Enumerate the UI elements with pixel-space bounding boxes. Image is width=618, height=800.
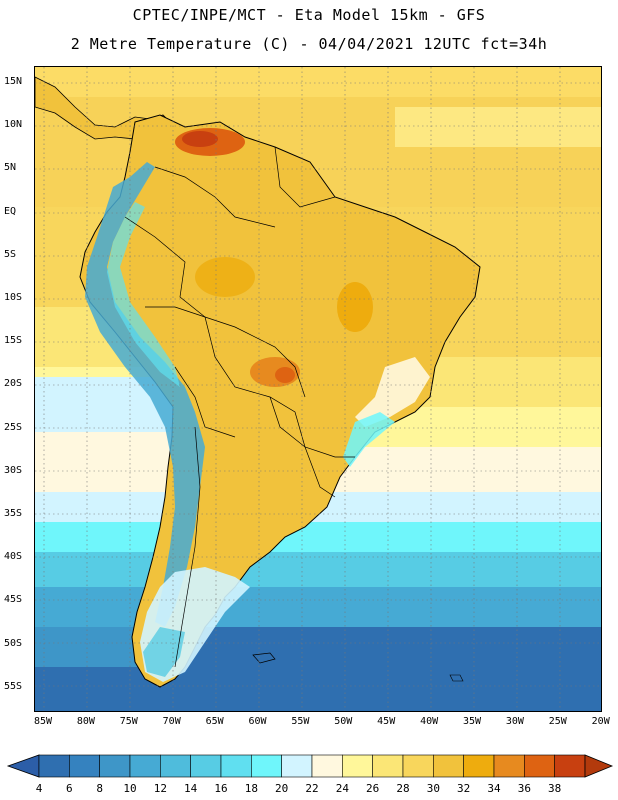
lat-label: 15S xyxy=(4,335,23,347)
ocean-band-cyan xyxy=(35,522,601,552)
lat-label: 20S xyxy=(4,378,23,390)
colorbar-label: 10 xyxy=(123,782,137,795)
colorbar-label: 24 xyxy=(335,782,349,795)
lat-label: 50S xyxy=(4,637,23,649)
colorbar-under-arrow xyxy=(6,754,40,778)
colorbar-swatch xyxy=(372,754,404,778)
lat-label: 30S xyxy=(4,464,23,476)
map-title: CPTEC/INPE/MCT - Eta Model 15km - GFS xyxy=(132,6,486,24)
colorbar-swatch xyxy=(190,754,222,778)
lat-label: 5N xyxy=(4,162,17,174)
lat-label: 40S xyxy=(4,551,23,563)
patagonia-south xyxy=(143,627,185,677)
colorbar-swatch xyxy=(99,754,131,778)
venezuela-hottest-spot xyxy=(182,131,218,147)
lon-label: 60W xyxy=(248,716,267,727)
lat-label: 10S xyxy=(4,292,23,303)
country-borders xyxy=(124,146,355,668)
colorbar-swatch xyxy=(433,754,464,778)
lat-label: 55S xyxy=(4,680,23,692)
temperature-map[interactable] xyxy=(34,66,602,712)
map-canvas xyxy=(35,67,601,711)
colorbar-label: 34 xyxy=(487,782,501,795)
colorbar-label: 4 xyxy=(35,782,43,795)
ocean-band-north xyxy=(35,67,601,97)
colorbar-swatch xyxy=(281,754,313,778)
ocean-band-pacific-cream xyxy=(35,432,175,492)
colorbar-swatch xyxy=(524,754,555,778)
colorbar-label: 36 xyxy=(517,782,531,795)
colorbar-over-arrow xyxy=(584,754,614,778)
lat-label: 5S xyxy=(4,248,17,260)
colorbar-label: 22 xyxy=(305,782,319,795)
lon-label: 35W xyxy=(462,716,482,727)
lon-label: 55W xyxy=(291,716,310,727)
lat-label: 25S xyxy=(4,421,23,433)
colorbar-label: 28 xyxy=(396,782,410,795)
colorbar-swatch xyxy=(160,754,191,778)
map-grid xyxy=(35,67,601,711)
colorbar-label: 30 xyxy=(426,782,440,795)
colorbar-swatch xyxy=(463,754,495,778)
central-hotter-spot xyxy=(275,367,295,383)
colorbar-swatch xyxy=(554,754,586,778)
amazon-warm-spot xyxy=(195,257,255,297)
lon-label: 45W xyxy=(377,716,396,727)
lon-label: 85W xyxy=(33,716,53,727)
lat-label: 10N xyxy=(4,119,23,131)
ocean-band-blue xyxy=(35,587,601,627)
lat-label: 15N xyxy=(4,76,23,87)
colorbar-label: 32 xyxy=(457,782,471,795)
colorbar-label: 8 xyxy=(96,782,103,795)
colorbar-label: 26 xyxy=(366,782,380,795)
southeast-brazil-mild xyxy=(355,357,430,427)
lon-label: 30W xyxy=(505,716,524,727)
colorbar-swatch xyxy=(493,754,525,778)
lon-label: 80W xyxy=(76,716,95,727)
lon-label: 50W xyxy=(334,716,353,727)
colorbar-swatch xyxy=(69,754,100,778)
colorbar-swatch xyxy=(251,754,282,778)
colorbar-label: 18 xyxy=(244,782,258,795)
andes-cold-ridge xyxy=(85,162,205,627)
lat-label: 35S xyxy=(4,508,23,519)
lon-label: 70W xyxy=(162,716,181,727)
colorbar-swatch xyxy=(38,754,70,778)
lon-label: 40W xyxy=(420,716,439,727)
lon-label: 20W xyxy=(591,716,610,727)
colorbar-swatch xyxy=(129,754,161,778)
colorbar xyxy=(6,754,614,778)
colorbar-swatch xyxy=(311,754,343,778)
lat-label: 45S xyxy=(4,594,23,606)
lon-label: 25W xyxy=(548,716,567,727)
lon-label: 65W xyxy=(205,716,224,727)
brazil-warm-spot xyxy=(337,282,373,332)
colorbar-swatch xyxy=(402,754,434,778)
colorbar-label: 38 xyxy=(548,782,562,795)
colorbar-label: 12 xyxy=(153,782,167,795)
colorbar-label: 16 xyxy=(214,782,228,795)
serra-do-mar-cool xyxy=(343,412,395,467)
falkland-islands xyxy=(252,652,276,664)
map-subtitle: 2 Metre Temperature (C) - 04/04/2021 12U… xyxy=(70,35,548,53)
south-georgia-island xyxy=(449,674,464,682)
lat-label: EQ xyxy=(4,205,17,217)
colorbar-label: 20 xyxy=(275,782,289,795)
lon-label: 75W xyxy=(119,716,138,727)
colorbar-swatch xyxy=(220,754,252,778)
colorbar-label: 6 xyxy=(66,782,73,795)
ocean-band-atlantic-warm xyxy=(395,107,601,147)
colorbar-swatch xyxy=(342,754,373,778)
andes-cyan-ridge xyxy=(107,202,180,387)
colorbar-label: 14 xyxy=(184,782,198,795)
ocean-band-teal xyxy=(35,552,601,587)
